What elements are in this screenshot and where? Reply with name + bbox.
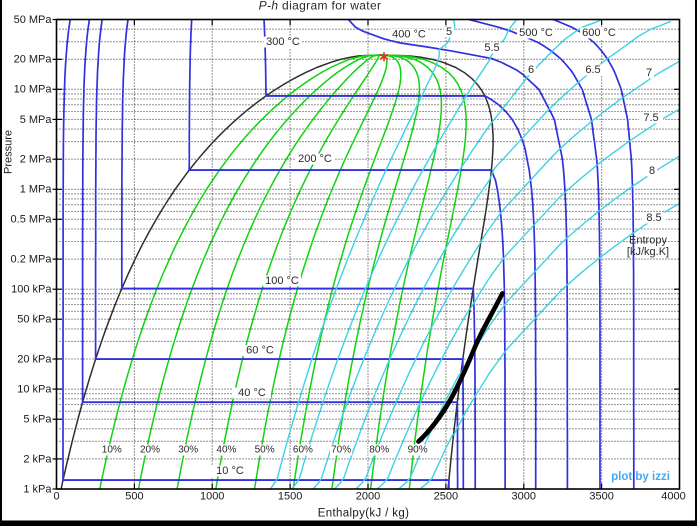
svg-text:0: 0 (53, 490, 59, 502)
svg-text:50 MPa: 50 MPa (14, 14, 53, 26)
svg-text:500 °C: 500 °C (519, 27, 553, 39)
svg-text:6: 6 (528, 64, 534, 76)
svg-text:1000: 1000 (200, 490, 224, 502)
svg-text:60 °C: 60 °C (246, 344, 274, 356)
svg-text:Enthalpy(kJ / kg): Enthalpy(kJ / kg) (318, 508, 410, 520)
svg-text:0.2 MPa: 0.2 MPa (11, 254, 53, 266)
svg-text:plot by izzi: plot by izzi (611, 471, 670, 483)
svg-text:3500: 3500 (589, 490, 613, 502)
svg-text:0.5 MPa: 0.5 MPa (11, 214, 53, 226)
svg-text:4000: 4000 (661, 490, 685, 502)
svg-text:10 MPa: 10 MPa (14, 84, 53, 96)
svg-text:2 MPa: 2 MPa (20, 154, 53, 166)
svg-text:5 kPa: 5 kPa (23, 414, 52, 426)
svg-text:50 kPa: 50 kPa (17, 314, 52, 326)
svg-text:600 °C: 600 °C (582, 27, 616, 39)
svg-text:2000: 2000 (356, 490, 380, 502)
svg-text:[kJ/kg.K]: [kJ/kg.K] (627, 246, 669, 258)
svg-text:200 °C: 200 °C (298, 153, 332, 165)
svg-text:400 °C: 400 °C (392, 28, 426, 40)
svg-text:10 kPa: 10 kPa (17, 384, 52, 396)
svg-text:500: 500 (125, 490, 143, 502)
svg-text:20%: 20% (140, 445, 160, 456)
svg-text:20 kPa: 20 kPa (17, 353, 52, 365)
svg-text:Pressure: Pressure (2, 130, 14, 174)
svg-text:40%: 40% (216, 445, 236, 456)
svg-text:1 kPa: 1 kPa (23, 483, 52, 495)
svg-text:80%: 80% (369, 445, 389, 456)
svg-text:8.5: 8.5 (646, 212, 661, 224)
svg-text:10%: 10% (102, 445, 122, 456)
svg-text:5 MPa: 5 MPa (20, 114, 53, 126)
svg-text:1 MPa: 1 MPa (20, 184, 53, 196)
svg-text:5.5: 5.5 (484, 42, 499, 54)
svg-text:2 kPa: 2 kPa (23, 453, 52, 465)
svg-text:6.5: 6.5 (585, 64, 600, 76)
svg-text:70%: 70% (331, 445, 351, 456)
svg-text:20 MPa: 20 MPa (14, 54, 53, 66)
svg-text:2500: 2500 (434, 490, 458, 502)
svg-text:7.5: 7.5 (643, 112, 658, 124)
svg-text:3000: 3000 (512, 490, 536, 502)
svg-text:5: 5 (446, 26, 452, 38)
svg-text:300 °C: 300 °C (266, 36, 300, 48)
svg-text:8: 8 (649, 165, 655, 177)
svg-text:10 °C: 10 °C (216, 465, 244, 477)
svg-text:P-h diagram for water: P-h diagram for water (259, 0, 382, 13)
svg-text:7: 7 (646, 67, 652, 79)
svg-text:90%: 90% (408, 445, 428, 456)
svg-text:60%: 60% (293, 445, 313, 456)
svg-text:50%: 50% (255, 445, 275, 456)
svg-text:Entropy: Entropy (629, 234, 667, 246)
svg-text:40 °C: 40 °C (238, 387, 266, 399)
svg-text:100 kPa: 100 kPa (11, 284, 52, 296)
svg-text:1500: 1500 (278, 490, 302, 502)
svg-text:30%: 30% (178, 445, 198, 456)
svg-text:100 °C: 100 °C (265, 275, 299, 287)
